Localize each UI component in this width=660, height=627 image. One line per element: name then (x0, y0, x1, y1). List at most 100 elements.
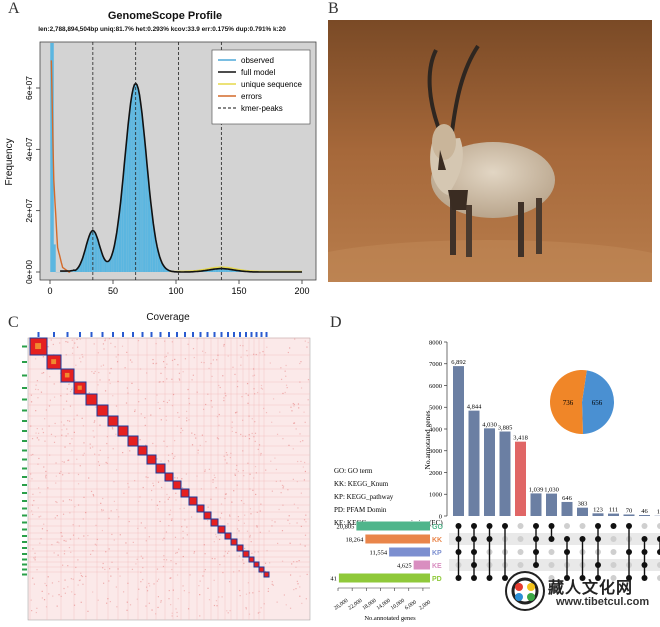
hic-speckle (126, 601, 128, 603)
hic-speckle (240, 500, 243, 502)
set-code-label: KK (432, 537, 442, 544)
genomescope-chart: GenomeScope Profile len:2,788,894,504bp … (4, 10, 317, 323)
legend-label-observed: observed (241, 56, 274, 65)
hic-speckle (213, 579, 215, 581)
hic-speckle (237, 516, 239, 518)
hic-speckle (300, 387, 303, 389)
hic-speckle (260, 387, 263, 389)
hic-speckle (305, 514, 307, 516)
hic-speckle (174, 358, 176, 361)
set-size-bar (413, 560, 430, 570)
hic-speckle (41, 528, 44, 530)
hic-speckle (67, 459, 69, 462)
hic-speckle (83, 496, 85, 498)
hic-speckle (63, 539, 65, 542)
hic-speckle (156, 458, 158, 460)
observed-bar (151, 213, 153, 272)
observed-bar (222, 268, 224, 272)
hic-speckle (47, 576, 49, 578)
hic-speckle (253, 477, 255, 479)
hic-speckle (204, 469, 206, 471)
hic-speckle (61, 535, 63, 537)
hic-speckle (165, 419, 168, 421)
hic-speckle (176, 615, 178, 617)
hic-speckle (45, 584, 48, 587)
hic-speckle (77, 473, 80, 476)
hic-speckle (61, 460, 63, 463)
hic-speckle (218, 424, 220, 426)
hic-speckle (58, 542, 60, 544)
hic-speckle (260, 384, 263, 387)
hic-speckle (267, 590, 269, 592)
hic-speckle (163, 361, 165, 363)
observed-bar (166, 269, 168, 272)
observed-bar (78, 266, 80, 272)
hic-speckle (31, 510, 33, 512)
observed-bar (85, 244, 88, 272)
hic-speckle (210, 400, 212, 402)
hic-speckle (295, 588, 297, 590)
hic-speckle (285, 375, 287, 377)
hic-speckle (199, 444, 201, 447)
hic-speckle (59, 381, 62, 384)
hic-speckle (258, 590, 260, 592)
hic-speckle (289, 574, 292, 576)
observed-bar (114, 239, 117, 272)
hic-speckle (227, 612, 229, 614)
hic-speckle (113, 500, 116, 503)
hic-speckle (298, 560, 300, 562)
hic-top-tick (79, 332, 81, 337)
observed-bar (83, 253, 85, 272)
hic-speckle (66, 393, 68, 395)
observed-bar (90, 231, 93, 272)
intersection-bar (592, 513, 604, 516)
hic-speckle (146, 590, 149, 592)
intersection-bar-label: 1,030 (544, 487, 559, 494)
hic-speckle (53, 396, 56, 398)
hic-speckle (99, 449, 101, 451)
hic-speckle (166, 559, 168, 561)
hic-speckle (299, 381, 301, 383)
hic-speckle (131, 382, 133, 384)
legend: observed full model unique sequence erro… (211, 49, 311, 125)
upset-y-tick-label: 6000 (429, 383, 442, 390)
hic-speckle (252, 375, 254, 377)
hic-chromosome-block (210, 518, 219, 527)
hic-speckle (177, 598, 179, 600)
set-axis-tick-label: 22,000 (347, 598, 363, 612)
hic-speckle (60, 421, 63, 423)
hic-speckle (140, 413, 142, 415)
hic-chromosome-block (85, 393, 98, 406)
hic-speckle (54, 422, 56, 425)
hic-speckle (140, 581, 142, 583)
hic-top-tick (265, 332, 268, 337)
hic-speckle (257, 551, 259, 553)
hic-speckle (108, 580, 110, 582)
hic-speckle (109, 372, 111, 374)
hic-left-tick (22, 409, 27, 412)
hic-speckle (260, 503, 262, 505)
hic-speckle (81, 353, 83, 356)
hic-speckle (127, 582, 129, 584)
hic-speckle (96, 538, 98, 541)
hic-speckle (168, 524, 170, 527)
hic-speckle (101, 510, 103, 512)
hic-speckle (42, 431, 45, 434)
hic-speckle (167, 498, 169, 500)
hic-speckle (239, 589, 241, 592)
legend-label-errors: errors (241, 92, 262, 101)
hic-speckle (42, 356, 44, 358)
hic-speckle (77, 504, 80, 506)
hic-speckle (299, 362, 301, 365)
hic-speckle (267, 588, 269, 590)
hic-speckle (259, 611, 261, 613)
hic-speckle (62, 500, 64, 502)
hic-speckle (256, 391, 259, 394)
hic-speckle (113, 539, 115, 541)
hic-speckle (63, 461, 65, 463)
hic-speckle (225, 452, 228, 454)
hic-speckle (76, 458, 78, 460)
hic-speckle (255, 353, 257, 356)
hic-speckle (239, 344, 241, 347)
hic-top-tick (213, 332, 216, 337)
